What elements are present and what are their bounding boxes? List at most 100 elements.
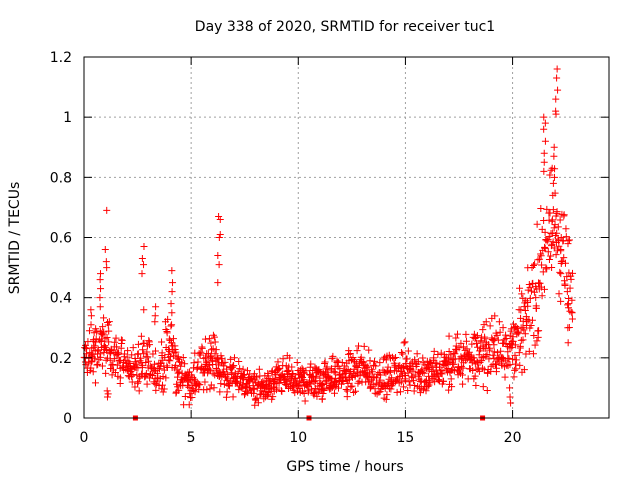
data-point [217,380,225,388]
data-point [554,246,562,254]
data-point [345,347,353,355]
data-point [172,348,180,356]
data-point [553,229,561,237]
data-point [357,353,365,361]
data-point [429,367,437,375]
data-point [169,335,177,343]
data-point [218,355,226,363]
data-point [310,378,318,386]
data-point [536,279,544,287]
data-point [537,252,545,260]
data-point [330,368,338,376]
data-point [128,378,136,386]
data-point [96,350,104,358]
data-point [553,65,561,73]
data-point [540,158,548,166]
data-point [143,348,151,356]
data-point [450,360,458,368]
data-point [202,354,210,362]
data-point [190,375,198,383]
data-point [548,216,556,224]
data-point [431,378,439,386]
x-tick-label: 0 [80,430,89,446]
y-tick-label: 0.2 [50,351,72,367]
data-point [103,393,111,401]
data-point [147,371,155,379]
data-point [382,356,390,364]
data-point [125,358,133,366]
data-point [568,296,576,304]
data-point [452,334,460,342]
data-point [166,357,174,365]
data-point [253,394,261,402]
data-point [401,338,409,346]
data-point [561,259,569,267]
data-point [549,179,557,187]
data-point [167,339,175,347]
data-point [479,326,487,334]
data-point [213,354,221,362]
data-point [419,354,427,362]
data-point [331,369,339,377]
data-point [430,347,438,355]
data-point [567,275,575,283]
data-point [520,366,528,374]
data-point [400,339,408,347]
data-point [194,358,202,366]
data-point [445,332,453,340]
data-point [198,363,206,371]
data-point [103,206,111,214]
data-point [518,290,526,298]
data-point [454,330,462,338]
data-point [214,252,222,260]
data-point [489,351,497,359]
data-point [538,225,546,233]
data-point [557,270,565,278]
data-point [507,399,515,407]
data-point [205,335,213,343]
data-point [543,205,551,213]
data-point [179,353,187,361]
data-point [472,382,480,390]
data-point [515,329,523,337]
data-point [105,327,113,335]
data-point [87,312,95,320]
data-point [403,355,411,363]
data-point [158,381,166,389]
data-point [532,304,540,312]
data-point [254,379,262,387]
data-point [216,230,224,238]
data-point [124,347,132,355]
data-point [414,358,422,366]
data-point [556,268,564,276]
data-point [510,373,518,381]
data-point [457,363,465,371]
data-point [212,364,220,372]
data-point [191,388,199,396]
data-point [159,388,167,396]
data-point [564,300,572,308]
data-point [397,349,405,357]
data-point [97,285,105,293]
data-point [561,281,569,289]
data-point [96,270,104,278]
data-point [475,367,483,375]
data-point [474,343,482,351]
data-point [529,350,537,358]
data-point [214,279,222,287]
data-point [198,344,206,352]
data-point [152,303,160,311]
data-point [134,350,142,358]
data-point [417,377,425,385]
data-point [540,125,548,133]
data-point [93,361,101,369]
data-point [129,344,137,352]
data-point [173,354,181,362]
data-point [485,355,493,363]
data-point [158,349,166,357]
data-point [516,342,524,350]
data-point [502,335,510,343]
data-point [516,361,524,369]
data-point [524,302,532,310]
data-point [550,224,558,232]
